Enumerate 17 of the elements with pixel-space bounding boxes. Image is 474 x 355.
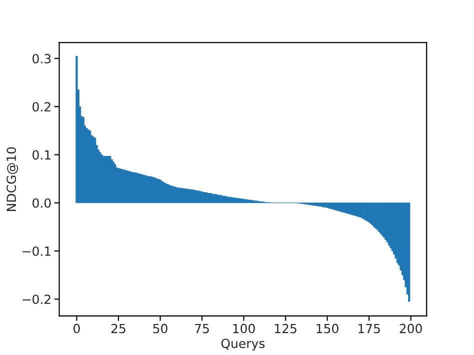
x-tick-label: 25 xyxy=(111,324,126,334)
y-tick-label: −0.2 xyxy=(22,294,50,304)
x-tick-label: 50 xyxy=(153,324,168,334)
x-tick-label: 125 xyxy=(274,324,296,334)
y-tick-label: 0.1 xyxy=(32,150,50,160)
x-tick-label: 200 xyxy=(400,324,422,334)
y-tick-label: 0.3 xyxy=(32,54,51,64)
x-axis-title: Querys xyxy=(221,338,265,351)
y-axis-title: NDCG@10 xyxy=(6,147,18,211)
x-tick-label: 100 xyxy=(233,324,255,334)
x-tick-label: 150 xyxy=(316,324,338,334)
x-tick-label: 75 xyxy=(195,324,209,334)
x-tick-label: 175 xyxy=(358,324,380,334)
x-tick-label: 0 xyxy=(74,324,80,334)
y-tick-label: 0.0 xyxy=(32,198,51,208)
y-tick-label: −0.1 xyxy=(22,246,50,256)
y-tick-label: 0.2 xyxy=(32,102,50,112)
